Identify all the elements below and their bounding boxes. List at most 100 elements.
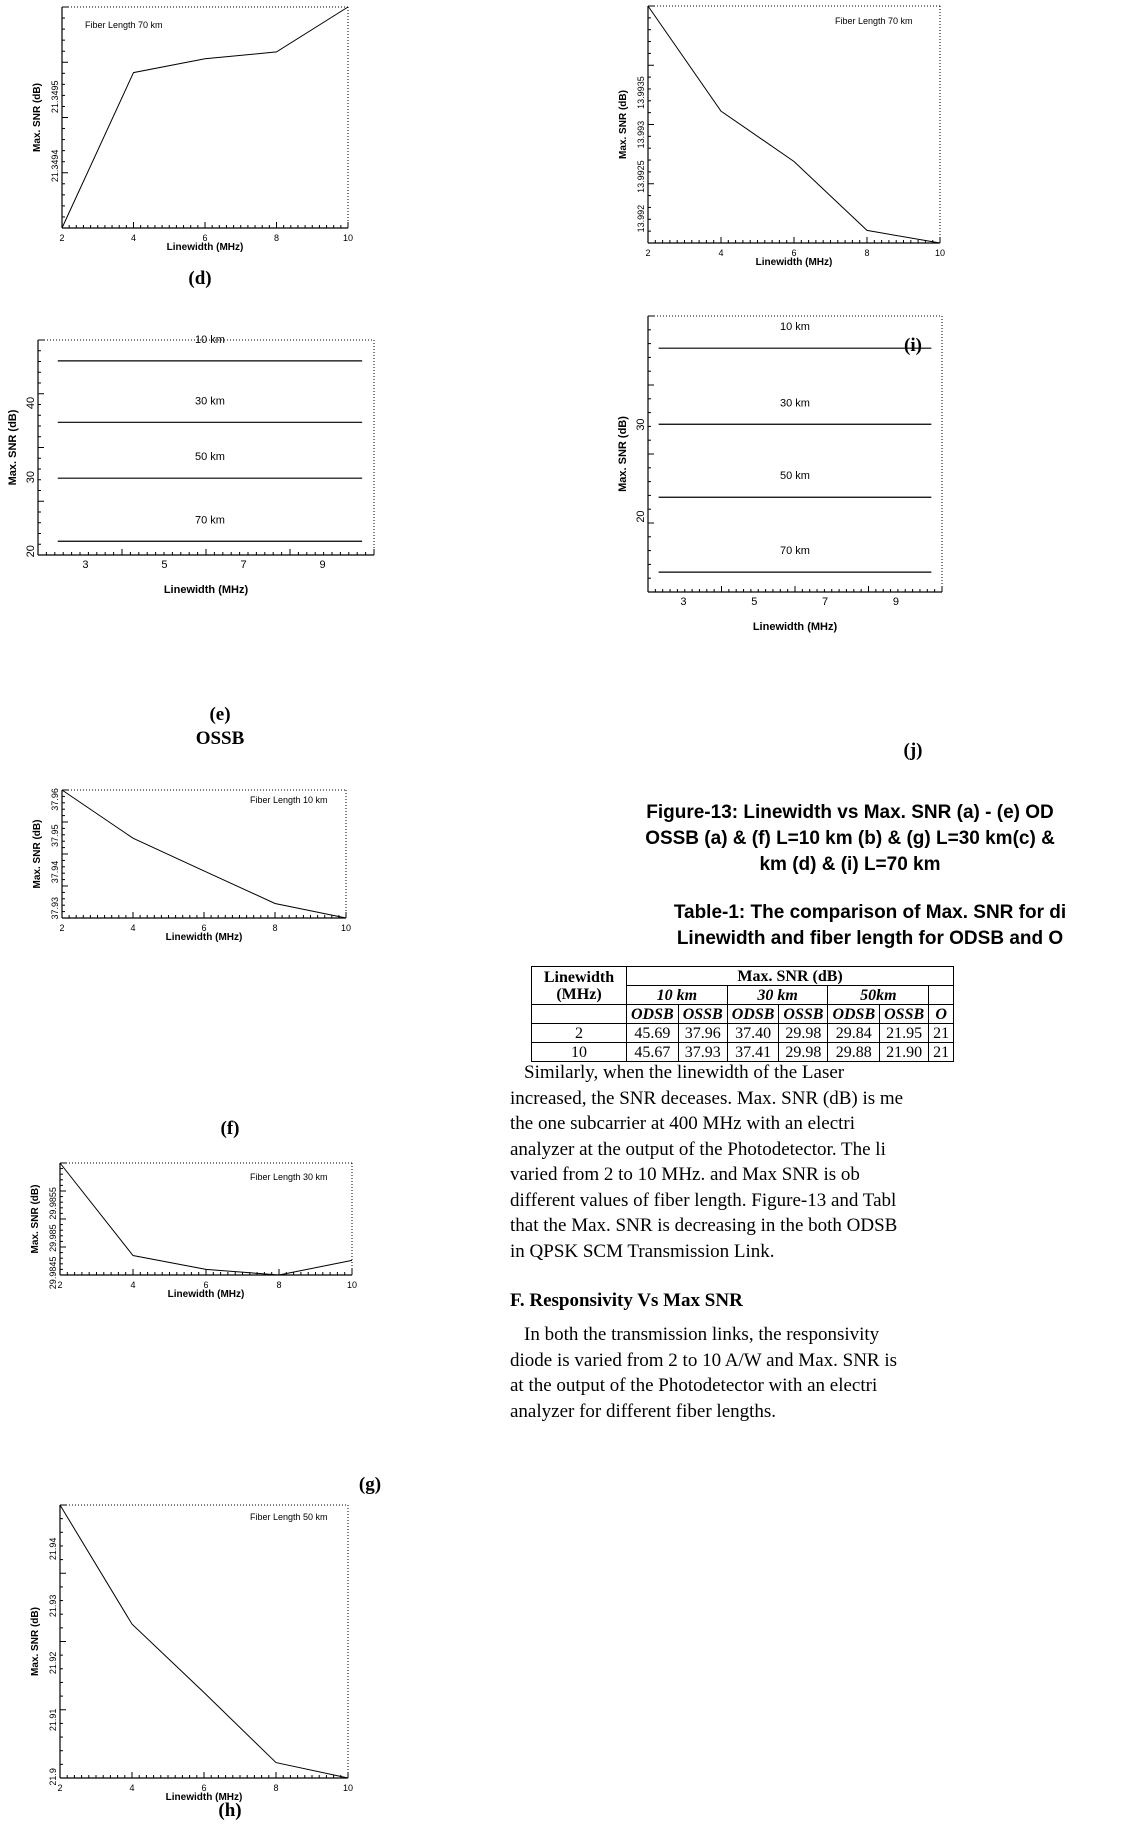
x-tick-label: 2 bbox=[59, 233, 64, 243]
cell: 45.67 bbox=[626, 1042, 679, 1062]
data-line bbox=[647, 5, 941, 244]
figure-caption-line2: OSSB (a) & (f) L=10 km (b) & (g) L=30 km… bbox=[645, 828, 1055, 849]
y-tick-label: 37.96 bbox=[50, 788, 60, 811]
table-caption-line1: Table-1: The comparison of Max. SNR for … bbox=[673, 902, 1067, 923]
th-linewidth: Linewidth (MHz) bbox=[531, 966, 627, 1005]
x-tick-label: 8 bbox=[864, 248, 869, 258]
y-tick-label: 21.3494 bbox=[50, 150, 60, 183]
y-axis-label: Max. SNR (dB) bbox=[30, 1185, 41, 1254]
x-tick-label: 8 bbox=[273, 1783, 278, 1793]
x-axis-label: Linewidth (MHz) bbox=[164, 584, 249, 596]
y-tick-label: 20 bbox=[635, 510, 647, 522]
para1-line: increased, the SNR deceases. Max. SNR (d… bbox=[510, 1087, 904, 1109]
cell: 37.41 bbox=[726, 1042, 780, 1062]
y-tick-label: 21.3495 bbox=[50, 81, 60, 114]
series-label: 30 km bbox=[195, 395, 225, 407]
plot-f: 2 4 6 8 10 Linewidth (MHz) 37.93 37.94 37.95 37.9… bbox=[32, 788, 351, 943]
y-tick-label: 20 bbox=[25, 545, 37, 557]
fiber-length-annotation: Fiber Length 10 km bbox=[250, 795, 328, 805]
y-axis-label: Max. SNR (dB) bbox=[32, 83, 43, 152]
figure-caption-line3: km (d) & (i) L=70 km bbox=[759, 854, 941, 875]
th-30km: 30 km bbox=[726, 985, 829, 1005]
x-tick-label: 9 bbox=[320, 559, 326, 571]
plot-i: 2 4 6 8 10 Linewidth (MHz) 13.992 13.9925 13.993… bbox=[618, 5, 945, 268]
fiber-length-annotation: Fiber Length 30 km bbox=[250, 1172, 328, 1182]
paragraph-responsivity: In both the transmission links, the resp… bbox=[510, 1322, 897, 1424]
x-tick-label: 10 bbox=[935, 248, 945, 258]
para2-line: analyzer for different fiber lengths. bbox=[510, 1400, 777, 1422]
x-tick-label: 10 bbox=[343, 233, 353, 243]
y-tick-label: 29.985 bbox=[48, 1224, 58, 1252]
x-tick-label: 8 bbox=[272, 923, 277, 933]
cell: 29.98 bbox=[778, 1042, 829, 1062]
y-axis-label: Max. SNR (dB) bbox=[7, 409, 19, 485]
series-label: 10 km bbox=[780, 321, 810, 333]
th-maxsnr: Max. SNR (dB) bbox=[625, 966, 955, 986]
y-tick-label: 30 bbox=[635, 418, 647, 430]
y-tick-label: 13.992 bbox=[636, 205, 646, 233]
x-axis-label: Linewidth (MHz) bbox=[166, 932, 243, 943]
cell: 45.69 bbox=[626, 1023, 679, 1043]
x-tick-label: 9 bbox=[893, 596, 899, 608]
th-50km: 50km bbox=[827, 985, 930, 1005]
caption-h: (h) bbox=[218, 1800, 242, 1821]
plot-j: 3 5 7 9 Linewidth (MHz) 20 30 Max. SNR (dB) 10 k… bbox=[617, 315, 943, 633]
plot-d: 2 4 6 8 10 Linewidth (MHz) 21.3494 21.3495 Max. … bbox=[32, 6, 353, 253]
th-ossb-50: OSSB bbox=[879, 1004, 930, 1024]
para2-line: diode is varied from 2 to 10 A/W and Max… bbox=[510, 1349, 898, 1371]
para1-line: the one subcarrier at 400 MHz with an el… bbox=[510, 1113, 856, 1134]
y-tick-label: 29.9845 bbox=[48, 1257, 58, 1290]
series-label: 30 km bbox=[780, 397, 810, 409]
x-tick-label: 4 bbox=[130, 1280, 135, 1290]
data-line bbox=[61, 6, 349, 229]
cell-lw: 2 bbox=[531, 1023, 627, 1043]
series-label: 70 km bbox=[195, 514, 225, 526]
series-label: 50 km bbox=[780, 470, 810, 482]
th-linewidth-l1: Linewidth bbox=[543, 968, 615, 986]
series-label: 10 km bbox=[195, 334, 225, 346]
x-tick-label: 8 bbox=[276, 1280, 281, 1290]
table-caption: Table-1: The comparison of Max. SNR for … bbox=[560, 900, 1122, 952]
cell: 37.96 bbox=[677, 1023, 728, 1043]
x-tick-label: 7 bbox=[240, 559, 246, 571]
x-axis-label: Linewidth (MHz) bbox=[168, 1289, 245, 1300]
table-row: 10 45.67 37.93 37.41 29.98 29.88 21.90 2… bbox=[531, 1042, 955, 1062]
x-tick-label: 10 bbox=[347, 1280, 357, 1290]
x-tick-label: 2 bbox=[57, 1280, 62, 1290]
x-tick-label: 6 bbox=[203, 1280, 208, 1290]
y-axis-label: Max. SNR (dB) bbox=[618, 90, 629, 159]
th-linewidth-l2: (MHz) bbox=[556, 985, 602, 1003]
y-tick-label: 29.9855 bbox=[48, 1187, 58, 1220]
td-blank bbox=[531, 1004, 627, 1024]
caption-f: (f) bbox=[220, 1118, 240, 1139]
x-tick-label: 2 bbox=[645, 248, 650, 258]
x-tick-label: 6 bbox=[791, 248, 796, 258]
x-tick-label: 4 bbox=[129, 1783, 134, 1793]
caption-e: (e) bbox=[209, 704, 231, 725]
y-tick-label: 21.92 bbox=[48, 1652, 58, 1675]
cell: 29.98 bbox=[778, 1023, 829, 1043]
table-row: 2 45.69 37.96 37.40 29.98 29.84 21.95 21 bbox=[531, 1023, 955, 1043]
y-tick-label: 21.9 bbox=[48, 1768, 58, 1786]
x-axis-label: Linewidth (MHz) bbox=[753, 621, 838, 633]
snr-table: Linewidth (MHz) Max. SNR (dB) 10 km 30 k… bbox=[531, 966, 955, 1062]
x-tick-label: 4 bbox=[718, 248, 723, 258]
paragraph-linewidth: Similarly, when the linewidth of the Las… bbox=[510, 1060, 903, 1264]
x-tick-label: 2 bbox=[57, 1783, 62, 1793]
y-tick-label: 37.93 bbox=[50, 897, 60, 920]
cell: 37.40 bbox=[726, 1023, 780, 1043]
series-label: 70 km bbox=[780, 545, 810, 557]
y-tick-label: 13.993 bbox=[636, 121, 646, 149]
x-tick-label: 6 bbox=[202, 233, 207, 243]
data-line bbox=[59, 1504, 349, 1779]
fiber-length-annotation: Fiber Length 70 km bbox=[85, 20, 163, 30]
y-tick-label: 13.9925 bbox=[636, 160, 646, 193]
x-tick-label: 6 bbox=[201, 1783, 206, 1793]
y-tick-label: 37.94 bbox=[50, 861, 60, 884]
plot-g: 2 4 6 8 10 Linewidth (MHz) 29.9845 29.985 29.985… bbox=[30, 1162, 357, 1300]
x-tick-label: 3 bbox=[680, 596, 686, 608]
cell: 21.90 bbox=[879, 1042, 930, 1062]
y-tick-label: 30 bbox=[25, 471, 37, 483]
para1-line: different values of fiber length. Figure… bbox=[510, 1189, 897, 1211]
figure-caption: Figure-13: Linewidth vs Max. SNR (a) - (… bbox=[540, 800, 1122, 878]
